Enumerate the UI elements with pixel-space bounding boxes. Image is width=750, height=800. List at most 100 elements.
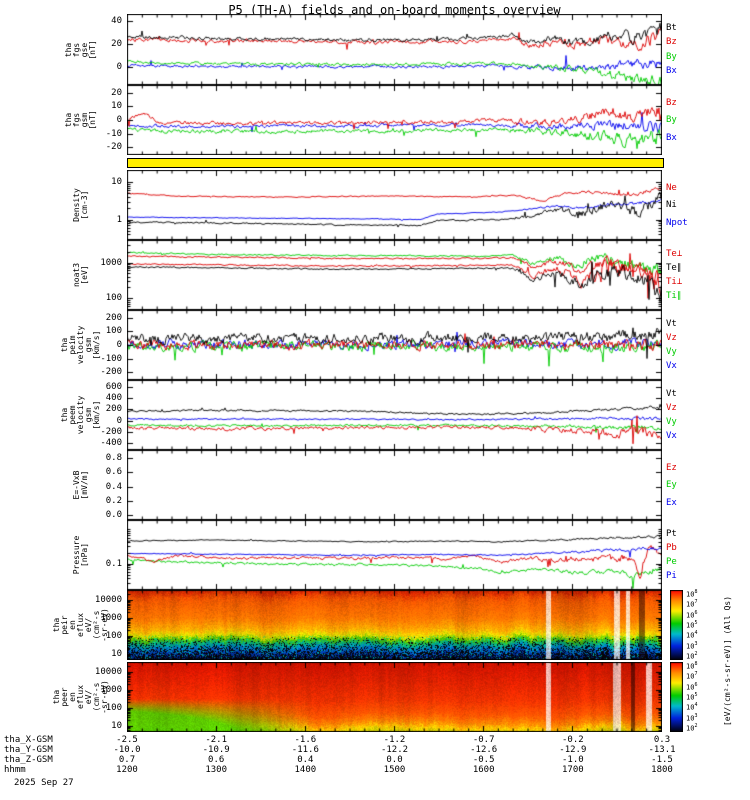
panel-temp-plot: [127, 240, 662, 310]
y-tick-label: -200: [100, 427, 122, 437]
x-tick-value: -12.2: [380, 745, 409, 755]
y-tick-label: 100: [105, 293, 122, 304]
x-tick-value: 0.6: [208, 755, 225, 765]
x-tick-value: -1.6: [294, 735, 317, 745]
colorbar-tick-exponent: 7: [694, 671, 698, 678]
series-label-Vx: Vx: [666, 431, 677, 441]
colorbar-tick-exponent: 5: [694, 692, 698, 698]
x-tick-value: -0.2: [561, 735, 584, 745]
y-tick-label: 20: [111, 87, 122, 98]
colorbar-tick-label: 105: [686, 620, 697, 629]
series-label-Bt: Bt: [666, 23, 677, 34]
x-tick-value: -2.5: [116, 735, 138, 745]
series-label-Pe: Pe: [666, 557, 677, 567]
colorbar-unit-label-text: [eV/(cm²-s-sr-eV)] (All Qs): [723, 595, 732, 727]
colorbar-tick-label: 102: [686, 723, 697, 732]
panel-vel_peem-plot: [127, 380, 662, 450]
x-tick-value: -0.5: [472, 755, 495, 765]
panel-spec_peer-plot: [127, 662, 662, 732]
panel-fgs_gsm-plot: [127, 85, 662, 155]
x-axis-row-label: tha_X-GSM: [4, 735, 53, 745]
x-tick-value: 1300: [205, 765, 227, 775]
colorbar-tick-exponent: 6: [694, 609, 698, 616]
series-label-Vt: Vt: [666, 319, 677, 329]
y-tick-label: 1000: [100, 684, 122, 695]
y-tick-label: 10: [111, 648, 122, 659]
x-tick-value: -13.1: [648, 745, 676, 755]
y-tick-label: 100: [105, 326, 122, 337]
y-tick-label: 200: [105, 312, 122, 323]
series-label-Ti: Ti⊥: [666, 277, 683, 287]
y-tick-label: 0: [116, 340, 122, 350]
y-tick-label: 0.1: [105, 558, 122, 569]
colorbar-unit-label: [eV/(cm²-s-sr-eV)] (All Qs): [708, 528, 748, 794]
x-tick-value: 1200: [116, 765, 138, 775]
series-label-Vx: Vx: [666, 361, 677, 371]
y-tick-label: 10000: [94, 594, 122, 605]
x-tick-value: -2.1: [205, 735, 227, 745]
colorbar-tick-label: 107: [686, 671, 697, 680]
series-label-Vz: Vz: [666, 403, 677, 413]
y-tick-label: 40: [111, 15, 122, 26]
colorbar-tick-exponent: 3: [694, 640, 698, 647]
y-tick-label: 1000: [100, 612, 122, 623]
y-tick-label: 0: [116, 61, 122, 72]
y-tick-label: 1000: [100, 257, 122, 268]
x-tick-value: -12.6: [470, 745, 498, 755]
y-tick-label: -100: [100, 353, 122, 364]
x-tick-value: 1400: [294, 765, 317, 775]
y-tick-label: 1: [116, 214, 122, 225]
series-label-Pt: Pt: [666, 529, 677, 539]
colorbar-tick-label: 108: [686, 589, 697, 598]
x-tick-value: -1.0: [561, 755, 584, 765]
x-tick-value: -10.9: [202, 745, 230, 755]
panel-pressure-plot: [127, 520, 662, 590]
colorbar-tick-label: 108: [686, 661, 697, 670]
y-tick-label: 20: [111, 38, 122, 49]
colorbar-tick-exponent: 2: [694, 651, 698, 657]
x-tick-value: -11.6: [291, 745, 319, 755]
y-tick-label: 100: [105, 630, 122, 641]
x-tick-value: -0.7: [472, 735, 495, 745]
colorbar-tick-base: 10: [686, 672, 695, 681]
panel-efield-plot: [127, 450, 662, 520]
colorbar-tick-base: 10: [686, 662, 695, 671]
colorbar-tick-exponent: 6: [694, 681, 698, 688]
y-tick-label: 10000: [94, 666, 122, 677]
x-tick-value: -12.9: [559, 745, 587, 755]
plot-title: P5 (TH-A) fields and on-board moments ov…: [228, 3, 561, 17]
colorbar-tick-label: 107: [686, 599, 697, 608]
series-label-Pi: Pi: [666, 571, 677, 581]
colorbar-tick-exponent: 5: [694, 620, 698, 626]
colorbar-tick-exponent: 4: [694, 630, 698, 637]
x-tick-value: 1500: [383, 765, 406, 775]
y-tick-label: -20: [105, 142, 122, 153]
x-axis-row-label: tha_Y-GSM: [4, 745, 53, 755]
colorbar-tick-label: 106: [686, 610, 697, 619]
colorbar-tick-label: 104: [686, 702, 697, 711]
y-tick-label: 0: [116, 115, 122, 125]
series-label-Vz: Vz: [666, 333, 677, 343]
series-label-Bx: Bx: [666, 65, 677, 76]
colorbar-tick-exponent: 4: [694, 702, 698, 709]
y-tick-label: 0.4: [105, 481, 122, 492]
series-label-Ey: Ey: [666, 480, 677, 490]
series-label-By: By: [666, 51, 677, 62]
y-tick-label: 10: [111, 177, 122, 188]
y-tick-label: -10: [105, 128, 122, 139]
series-label-Ti: Ti∥: [666, 291, 682, 301]
colorbar-tick-label: 103: [686, 713, 697, 722]
series-label-Te: Te⊥: [666, 249, 683, 259]
panel-pressure-ylabel: Pressure [nPa]: [50, 520, 112, 590]
series-label-Ex: Ex: [666, 497, 677, 508]
y-tick-label: 10: [111, 720, 122, 731]
x-tick-value: 1700: [561, 765, 584, 775]
colorbar-tick-exponent: 2: [694, 723, 698, 729]
colorbar-tick-base: 10: [686, 621, 695, 630]
y-tick-label: 200: [105, 404, 122, 415]
colorbar-tick-base: 10: [686, 590, 695, 599]
date-label: 2025 Sep 27: [14, 778, 74, 788]
x-tick-value: 0.7: [118, 755, 136, 765]
x-tick-value: 0.0: [386, 755, 403, 765]
y-tick-label: 400: [105, 393, 122, 403]
